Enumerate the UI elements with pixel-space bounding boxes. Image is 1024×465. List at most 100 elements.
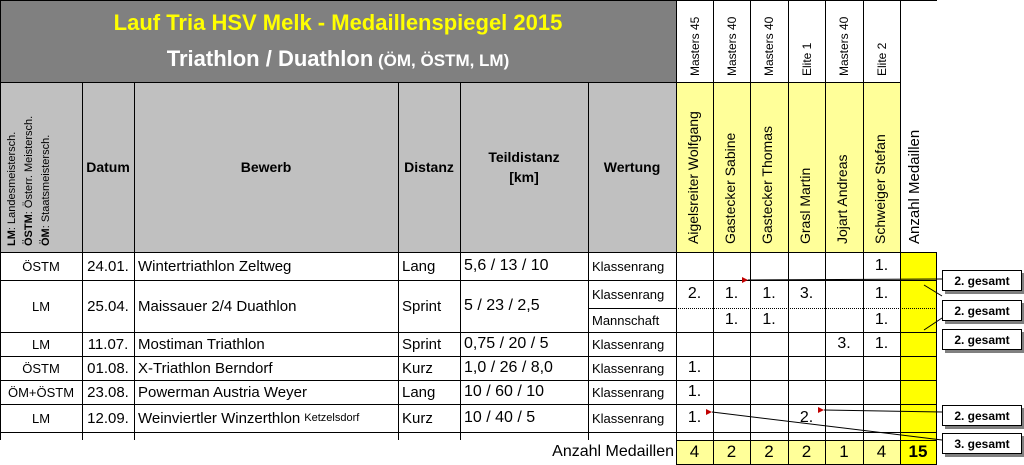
event-distance: Lang [402,257,436,275]
event-name: Mostiman Triathlon [138,335,265,353]
comment-marker [818,407,824,413]
wertung-type: Klassenrang [592,286,665,302]
connector-line [711,411,943,441]
medal-cell: 1. [874,285,889,302]
grid-line [460,82,461,440]
grid-line [398,82,399,440]
athlete-medal-total: 2 [764,442,774,461]
event-distance: Kurz [402,409,433,427]
title-block [0,0,676,82]
medal-cell: 3. [799,285,814,302]
meisterschaft-type: LM [31,410,51,426]
grid-line [0,82,676,83]
medal-cell: 1. [762,285,776,302]
grid-line [0,280,937,281]
event-date: 12.09. [87,409,129,427]
comment-callout: 2. gesamt [942,300,1022,321]
event-name: Powerman Austria Weyer [138,383,307,401]
grid-line [825,0,826,465]
grid-line [750,0,751,465]
grid-line [788,0,789,465]
connector-line [823,409,943,413]
event-distance: Sprint [402,335,442,353]
athlete-medal-total: 4 [876,442,887,461]
footer-label: Anzahl Medaillen [552,443,674,460]
event-name: Maissauer 2/4 Duathlon [138,297,297,315]
event-name: Weinviertler Winzerthlon Ketzelsdorf [138,409,360,427]
comment-callout: 2. gesamt [942,329,1022,350]
medal-cell: 1. [687,359,702,376]
grid-line [0,380,937,381]
medal-cell: 1. [724,285,739,302]
meisterschaft-type: ÖSTM [22,258,60,274]
connector-line [747,278,943,281]
event-name: X-Triathlon Berndorf [138,359,273,377]
header-teildistanz: Teildistanz [km] [488,149,560,185]
grid-line [713,0,714,465]
comment-callout: 3. gesamt [942,433,1022,454]
event-date: 25.04. [87,297,129,315]
event-name: Wintertriathlon Zeltweg [138,257,292,275]
grid-line [0,332,937,333]
wertung-type: Klassenrang [592,360,665,376]
grid-line [936,252,937,465]
wertung-type: Mannschaft [592,312,660,328]
wertung-type: Klassenrang [592,410,665,426]
event-teildistanz: 5,6 / 13 / 10 [464,257,549,274]
event-date: 23.08. [87,383,129,401]
header-bewerb: Bewerb [240,159,292,175]
page-subtitle: Triathlon / Duathlon (ÖM, ÖSTM, LM) [166,46,510,71]
grid-line [0,0,1,440]
meisterschaft-type: LM [31,336,51,352]
event-date: 24.01. [87,257,129,275]
grid-line [0,356,937,357]
meisterschaft-type: ÖM+ÖSTM [7,384,75,400]
grid-line [863,0,864,465]
athlete-medal-total: 2 [801,442,812,461]
wertung-type: Klassenrang [592,258,665,274]
event-distance: Sprint [402,297,442,315]
event-distance: Kurz [402,359,433,377]
header-distanz: Distanz [404,159,454,175]
event-distance: Lang [402,383,436,401]
grid-line [0,0,937,1]
medal-cell: 1. [874,335,889,352]
medal-cell: 1. [687,409,702,426]
medal-cell: 1. [762,311,776,328]
grid-line [676,440,937,441]
grid-line [0,404,937,405]
grid-line [0,252,937,253]
medal-cell: 1. [874,257,889,274]
grid-line [676,0,677,465]
event-teildistanz: 1,0 / 26 / 8,0 [464,359,553,376]
medal-cell: 1. [724,311,739,328]
grand-total: 15 [908,442,928,461]
page-title: Lauf Tria HSV Melk - Medaillenspiegel 20… [113,10,563,35]
connector-line [923,284,943,297]
grid-line [82,82,83,440]
comment-callout: 2. gesamt [942,270,1022,291]
event-teildistanz: 0,75 / 20 / 5 [464,335,549,352]
grid-line [588,308,937,310]
athlete-medal-total: 4 [689,442,700,461]
header-wertung: Wertung [603,159,661,175]
athlete-medal-total: 1 [839,442,849,461]
header-datum: Datum [86,159,130,175]
event-teildistanz: 5 / 23 / 2,5 [464,297,540,314]
event-date: 11.07. [87,335,129,353]
event-teildistanz: 10 / 60 / 10 [464,383,545,400]
header-row-background [0,82,676,252]
total-column-background [900,252,936,464]
meisterschaft-type: LM [31,298,51,314]
meisterschaft-type: ÖSTM [22,360,60,376]
medal-cell: 2. [687,285,702,302]
grid-line [0,432,937,433]
medal-cell: 3. [837,335,851,352]
event-teildistanz: 10 / 40 / 5 [464,409,536,426]
athlete-medal-total: 2 [726,442,737,461]
grid-line [134,82,135,440]
medal-cell: 2. [799,409,814,426]
medal-cell: 1. [874,311,889,328]
comment-marker [706,409,712,415]
